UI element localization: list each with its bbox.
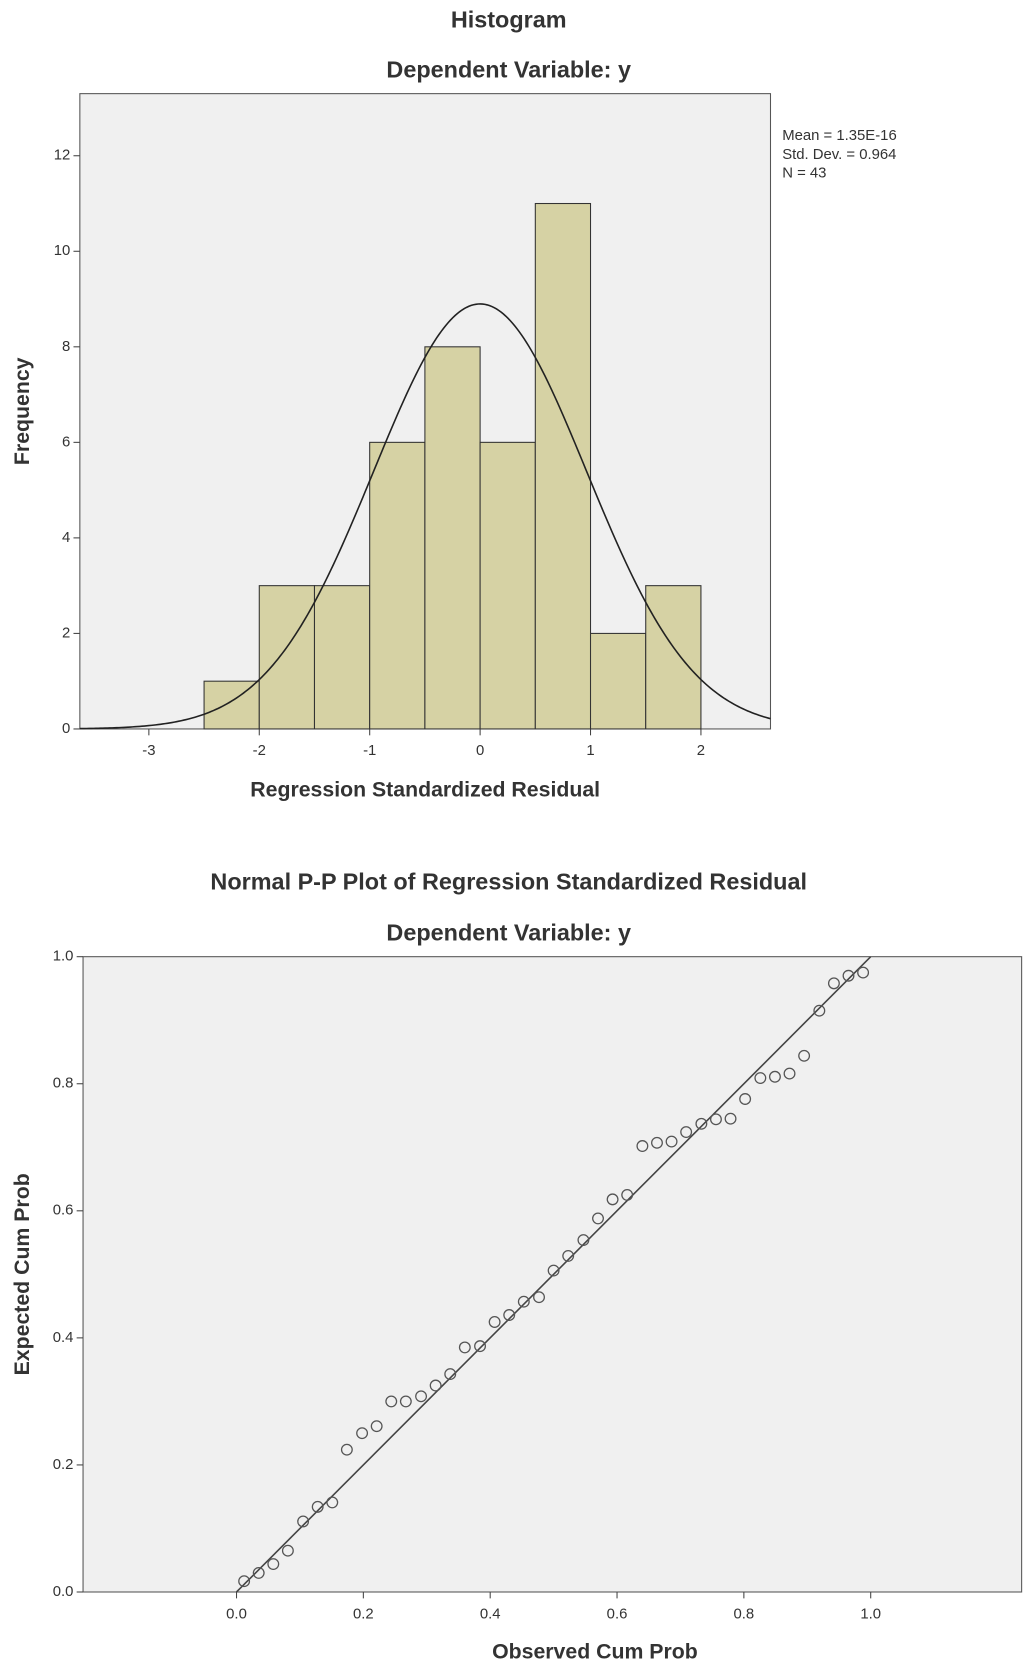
page: HistogramDependent Variable: y024681012-… [0,0,1027,1675]
x-tick-label: 1 [586,743,594,759]
stat-label: Mean = 1.35E-16 [782,128,897,144]
stat-label: Std. Dev. = 0.964 [782,147,896,163]
y-tick-label: 0.2 [53,1457,74,1473]
charts: HistogramDependent Variable: y024681012-… [0,0,1027,1675]
y-tick-label: 0 [62,721,70,737]
bar [535,204,590,729]
x-tick-label: 0 [476,743,484,759]
y-axis-title: Expected Cum Prob [10,1173,34,1375]
y-tick-label: 4 [62,530,70,546]
y-tick-label: 1.0 [53,949,74,965]
y-tick-label: 0.8 [53,1076,74,1092]
y-axis-title: Frequency [10,357,34,465]
x-tick-label: 0.2 [353,1606,374,1622]
bar [370,442,425,729]
x-tick-label: -3 [142,743,155,759]
y-tick-label: 12 [54,148,71,164]
y-tick-label: 0.6 [53,1203,74,1219]
y-tick-label: 6 [62,434,70,450]
y-tick-label: 0.4 [53,1330,74,1346]
plot-area [83,957,1022,1592]
bar [259,586,314,729]
x-tick-label: 2 [697,743,705,759]
x-tick-label: -2 [253,743,266,759]
bar [425,347,480,729]
bar [480,442,535,729]
x-tick-label: -1 [363,743,376,759]
x-tick-label: 0.8 [734,1606,755,1622]
x-tick-label: 0.4 [480,1606,501,1622]
stat-label: N = 43 [782,165,826,181]
x-axis-title: Observed Cum Prob [492,1639,698,1663]
y-tick-label: 10 [54,243,71,259]
chart-title: Normal P-P Plot of Regression Standardiz… [210,868,807,894]
y-tick-label: 8 [62,339,70,355]
bar [314,586,369,729]
x-tick-label: 1.0 [860,1606,881,1622]
chart-subtitle: Dependent Variable: y [386,56,631,82]
chart-title: Histogram [451,6,567,32]
x-tick-label: 0.0 [226,1606,247,1622]
x-axis-title: Regression Standardized Residual [250,777,600,801]
y-tick-label: 2 [62,625,70,641]
x-tick-label: 0.6 [607,1606,628,1622]
y-tick-label: 0.0 [53,1584,74,1600]
bar [646,586,701,729]
bar [204,681,259,729]
bar [591,633,646,729]
chart-subtitle: Dependent Variable: y [386,920,631,946]
